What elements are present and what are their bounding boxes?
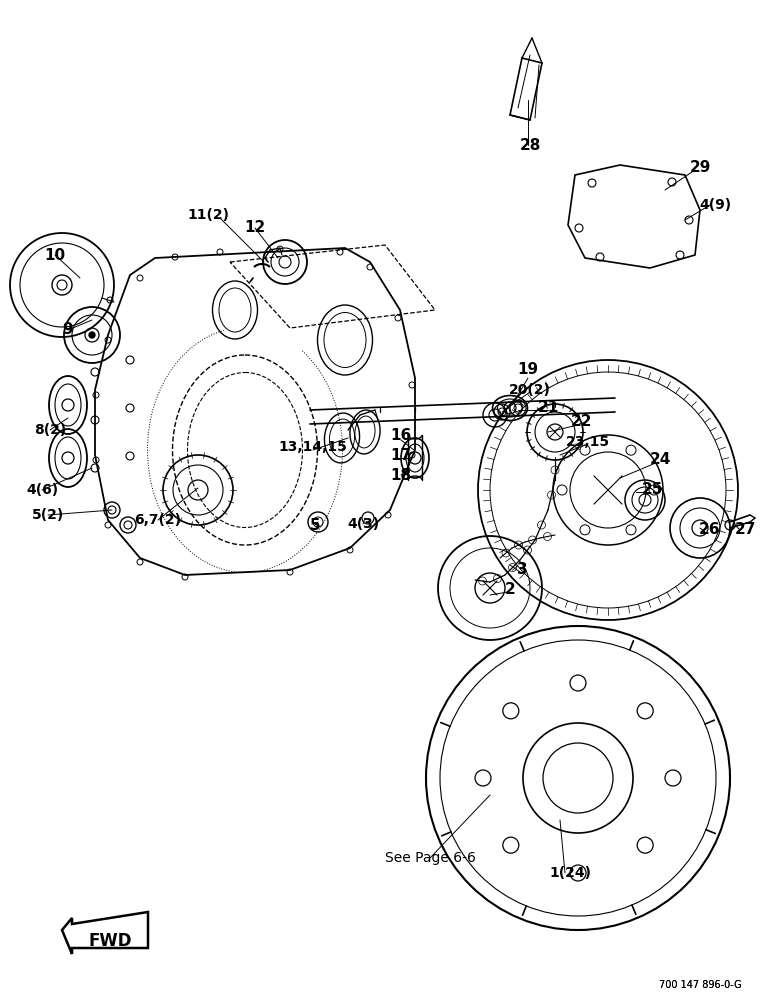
Text: 9: 9 bbox=[62, 322, 73, 338]
Text: 29: 29 bbox=[689, 160, 711, 176]
Text: 10: 10 bbox=[44, 247, 65, 262]
Text: 4(6): 4(6) bbox=[26, 483, 58, 497]
Text: 18: 18 bbox=[391, 468, 412, 483]
Text: 6,7(2): 6,7(2) bbox=[135, 513, 182, 527]
Text: 13,14,15: 13,14,15 bbox=[279, 440, 347, 454]
Text: FWD: FWD bbox=[88, 932, 131, 950]
Text: 12: 12 bbox=[245, 221, 266, 235]
Text: 25: 25 bbox=[641, 483, 663, 497]
Text: 2: 2 bbox=[505, 582, 515, 597]
Text: 4(3): 4(3) bbox=[347, 517, 379, 531]
Text: 28: 28 bbox=[519, 137, 540, 152]
Text: 16: 16 bbox=[391, 428, 412, 442]
Text: 23,15: 23,15 bbox=[566, 435, 610, 449]
Text: 5(2): 5(2) bbox=[32, 508, 64, 522]
Text: 700 147 896-0-G: 700 147 896-0-G bbox=[659, 980, 741, 990]
Text: 4(9): 4(9) bbox=[699, 198, 731, 212]
Text: 27: 27 bbox=[734, 522, 755, 538]
Circle shape bbox=[89, 332, 95, 338]
Text: 1(24): 1(24) bbox=[549, 866, 591, 880]
Circle shape bbox=[547, 424, 563, 440]
Text: See Page 6-6: See Page 6-6 bbox=[385, 851, 476, 865]
Text: 11(2): 11(2) bbox=[187, 208, 229, 222]
Text: 21: 21 bbox=[537, 400, 559, 416]
Text: 22: 22 bbox=[572, 414, 593, 430]
Text: 24: 24 bbox=[649, 452, 670, 468]
Text: 5: 5 bbox=[309, 518, 320, 532]
Text: 700 147 896-0-G: 700 147 896-0-G bbox=[659, 980, 741, 990]
Text: 19: 19 bbox=[518, 362, 539, 377]
Text: 17: 17 bbox=[391, 448, 412, 462]
Text: 20(2): 20(2) bbox=[509, 383, 551, 397]
Text: 8(2): 8(2) bbox=[34, 423, 66, 437]
Text: 3: 3 bbox=[517, 562, 527, 578]
Text: 26: 26 bbox=[699, 522, 720, 538]
